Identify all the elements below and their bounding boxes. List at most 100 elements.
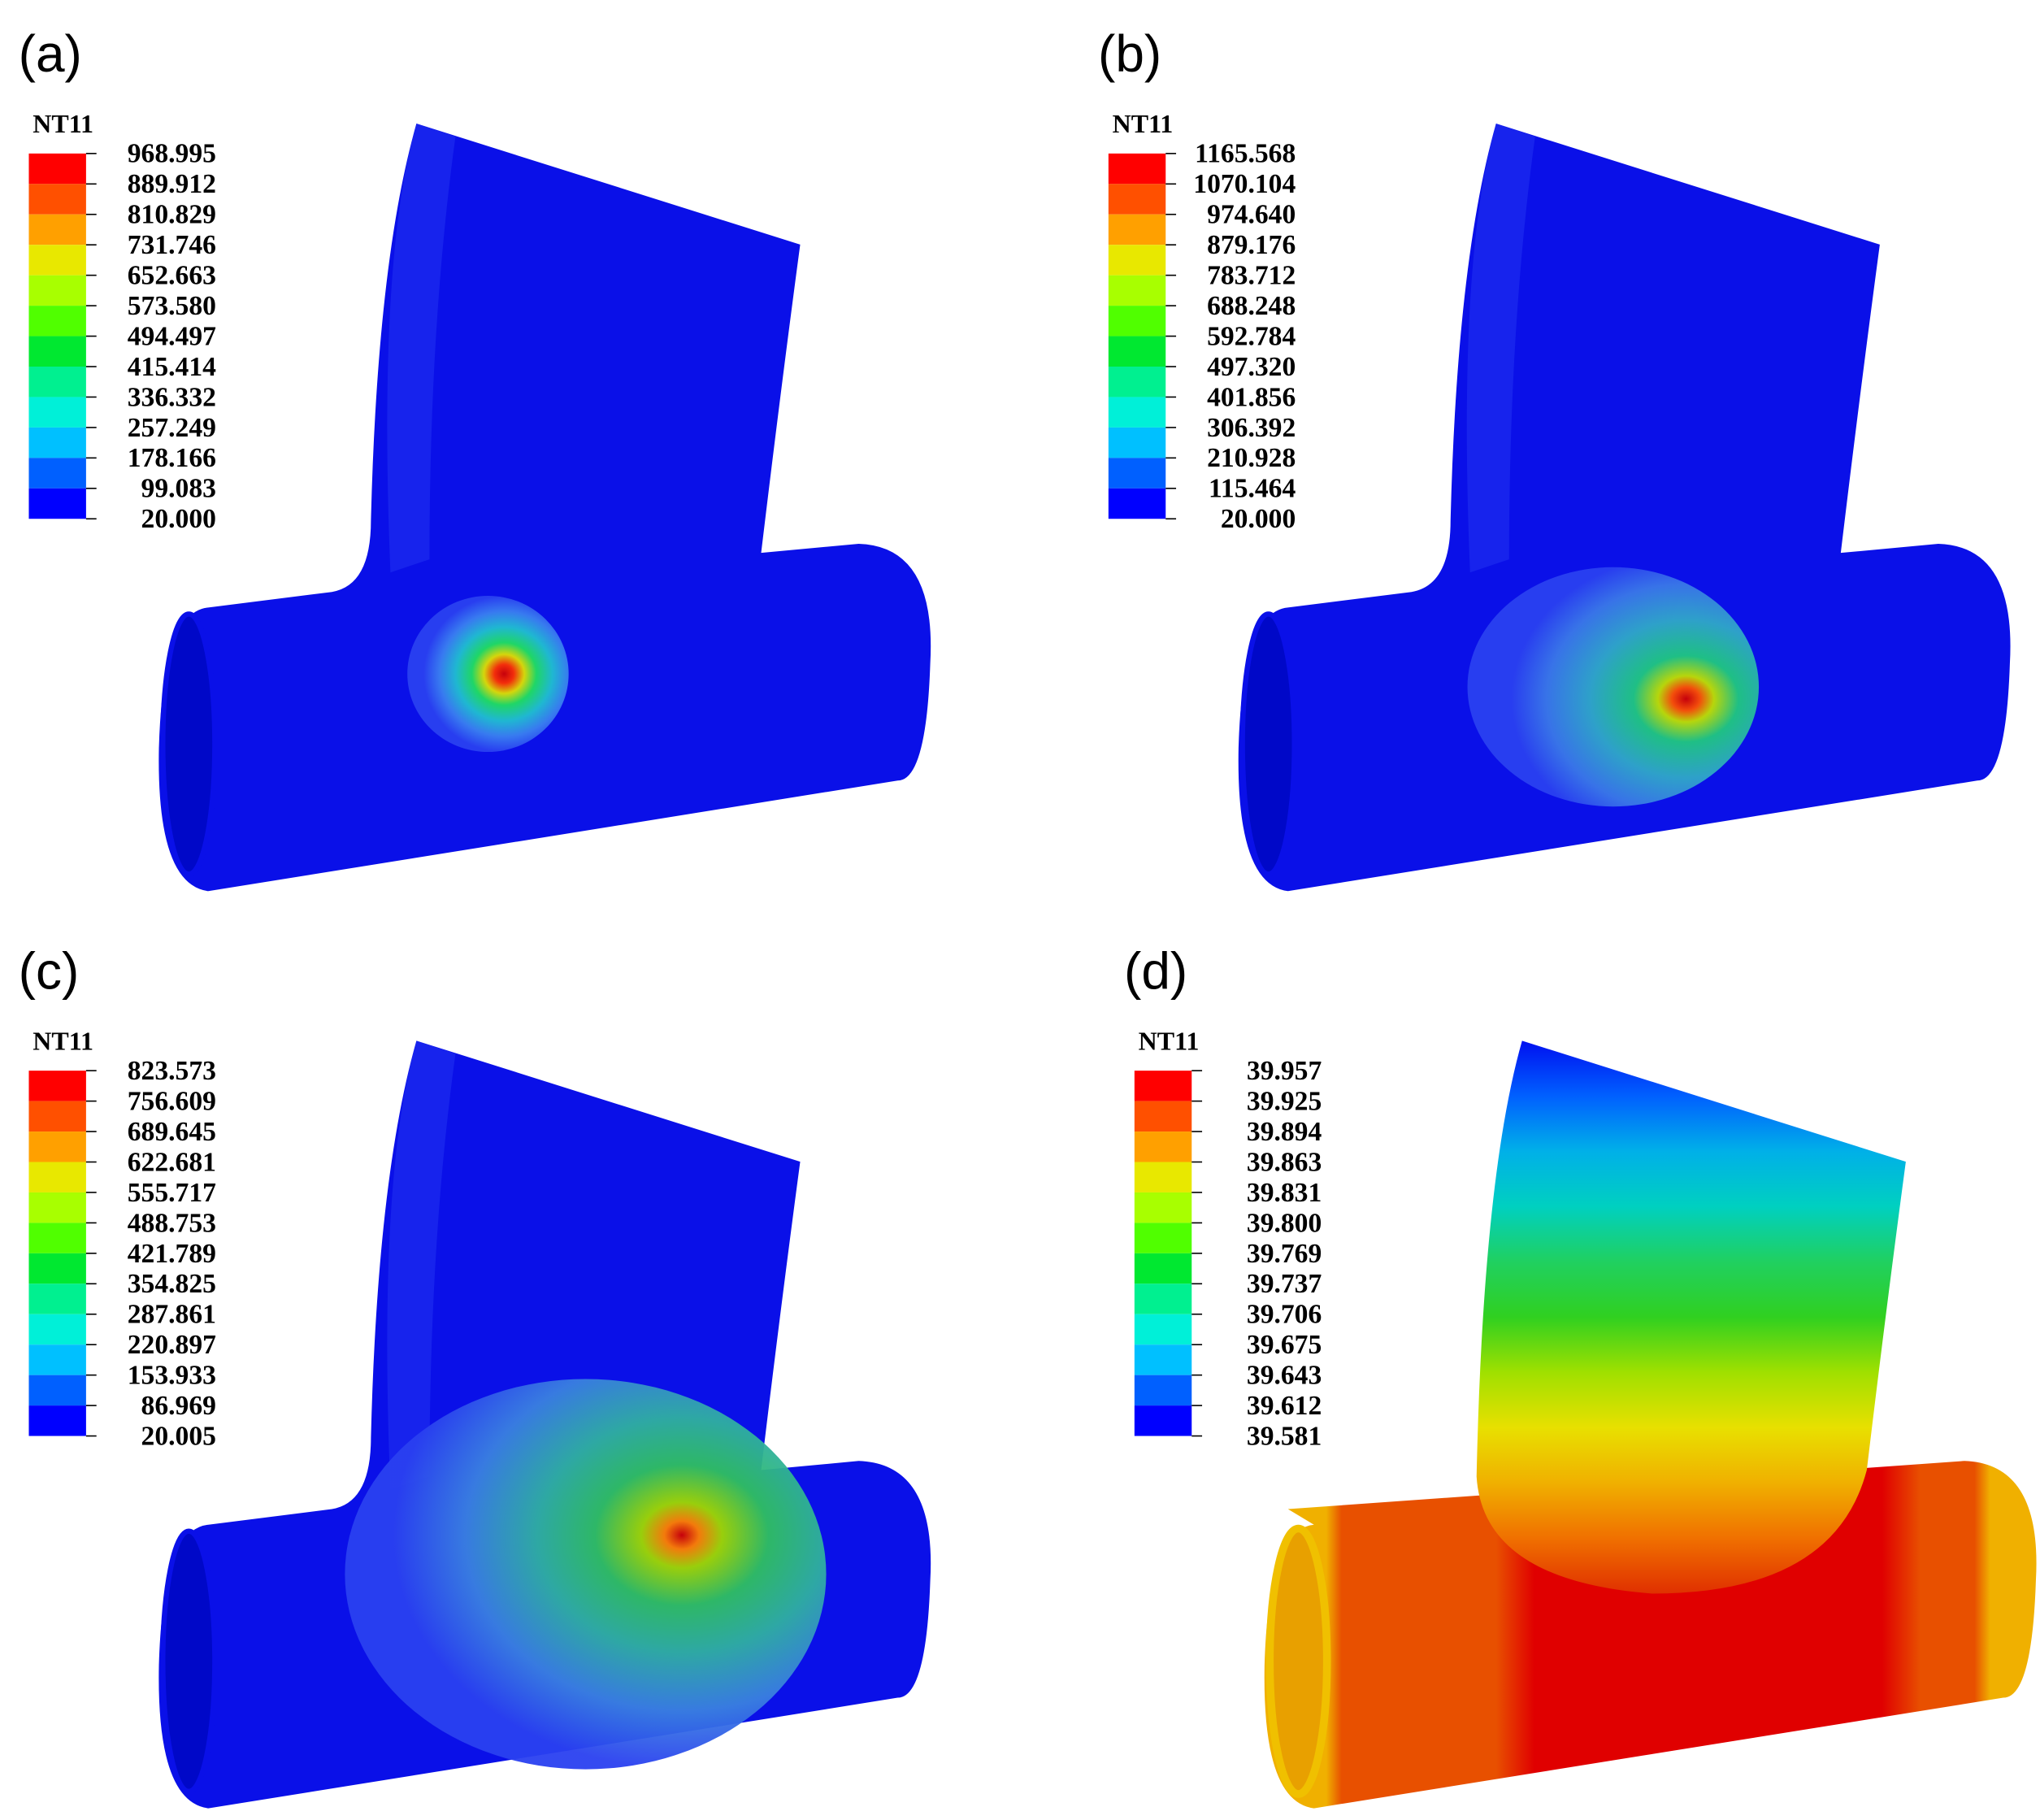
legend-swatch [28,306,86,337]
legend-value: 974.640 [1207,200,1296,230]
legend-value: 39.612 [1247,1391,1322,1421]
legend: NT11 39.95739.92539.89439.86339.83139.800… [1134,1027,1322,1451]
pipe-opening [160,611,218,877]
legend-swatch [1108,306,1166,337]
legend-value: 306.392 [1207,413,1296,443]
legend-swatch [28,1284,86,1314]
legend-swatch [28,153,86,185]
vertical-pipe [1476,1040,1906,1594]
legend-value: 573.580 [128,291,216,321]
legend-value: 20.005 [141,1421,216,1451]
pipe-body [1238,124,2011,892]
legend-swatch [1134,1162,1192,1192]
legend-swatch [1108,458,1166,489]
legend-value: 689.645 [128,1117,216,1147]
pipe-body [158,124,931,892]
legend-value: 1070.104 [1193,169,1296,199]
legend-swatch [28,1223,86,1253]
legend-value: 494.497 [128,321,216,351]
pipe-shade [387,124,456,573]
legend-swatch [1108,153,1166,185]
legend-swatch [28,1192,86,1223]
horizontal-pipe [1264,1461,2037,1809]
panel: (d)NT1139.95739.92539.89439.86339.83139.… [1124,941,2037,1809]
legend-value: 688.248 [1207,291,1296,321]
legend-value: 968.995 [128,139,216,169]
legend-value: 652.663 [128,261,216,291]
legend-value: 879.176 [1207,230,1296,260]
legend-swatch [1108,275,1166,306]
legend-swatch [1134,1253,1192,1284]
panel: (a) NT11 968.995889.912810.829731.746652.6… [19,24,931,892]
legend-swatch [28,458,86,489]
legend-swatch [1108,397,1166,428]
legend-value: 39.863 [1247,1147,1322,1177]
legend-swatch [28,245,86,276]
pipe-shade [1466,124,1535,573]
legend-title: NT11 [1113,109,1174,138]
model [1238,124,2011,892]
legend-value: 810.829 [128,200,216,230]
legend-value: 39.800 [1247,1208,1322,1238]
legend-swatch [1134,1132,1192,1162]
legend-swatch [28,184,86,215]
hot-spot [345,1379,827,1770]
legend-value: 415.414 [128,352,216,382]
legend-value: 99.083 [141,474,216,504]
legend-value: 488.753 [128,1208,216,1238]
legend-value: 783.712 [1207,261,1296,291]
legend-swatch [1134,1375,1192,1406]
legend-value: 20.000 [141,504,216,534]
pipe-opening [160,1528,218,1794]
legend-swatch [28,427,86,458]
legend-swatch [1108,488,1166,519]
legend-swatch [1134,1071,1192,1101]
legend-swatch [1108,184,1166,215]
legend-value: 20.000 [1221,504,1296,534]
pipe-opening [1239,611,1297,877]
legend-value: 592.784 [1207,321,1296,351]
legend-swatch [1108,336,1166,367]
legend-value: 421.789 [128,1239,216,1269]
legend-swatch [28,367,86,397]
legend-swatch [28,1162,86,1192]
legend-title: NT11 [33,1027,93,1056]
model [158,1040,931,1809]
legend-value: 153.933 [128,1361,216,1391]
legend-value: 86.969 [141,1391,216,1421]
panel-label: (c) [19,941,80,1000]
legend-value: 115.464 [1209,474,1296,504]
legend-value: 39.831 [1247,1178,1322,1208]
legend-swatch [1134,1192,1192,1223]
legend-swatch [28,1132,86,1162]
model [1264,1040,2037,1809]
legend-value: 555.717 [128,1178,216,1208]
legend-swatch [28,1405,86,1436]
legend-swatch [28,275,86,306]
legend-value: 39.581 [1247,1421,1322,1451]
legend-swatch [1108,427,1166,458]
legend-value: 336.332 [128,382,216,412]
pipe-opening [1265,1524,1331,1798]
legend-value: 39.675 [1247,1330,1322,1360]
legend-swatch [28,336,86,367]
legend-value: 39.737 [1247,1269,1322,1299]
hot-spot [1467,567,1760,807]
legend-value: 889.912 [128,169,216,199]
legend-swatch [1134,1101,1192,1132]
legend-value: 622.681 [128,1147,216,1177]
legend-value: 39.769 [1247,1239,1322,1269]
legend-swatch [1108,367,1166,397]
legend-value: 39.957 [1247,1056,1322,1086]
legend-value: 257.249 [128,413,216,443]
panel-label: (a) [19,24,82,83]
legend-value: 497.320 [1207,352,1296,382]
legend-swatch [28,1314,86,1345]
model [158,124,931,892]
legend-value: 1165.568 [1195,139,1296,169]
legend-value: 39.925 [1247,1087,1322,1117]
legend-swatch [1134,1314,1192,1345]
legend-swatch [1108,245,1166,276]
legend-swatch [1108,214,1166,245]
